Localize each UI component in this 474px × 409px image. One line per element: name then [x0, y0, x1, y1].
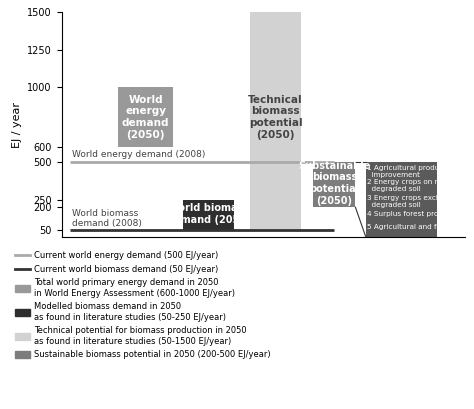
Text: World
energy
demand
(2050): World energy demand (2050) [122, 95, 169, 139]
Text: Substainable
biomass
potential
(2050): Substainable biomass potential (2050) [298, 161, 371, 206]
Text: 5 Agricultural and forest residues: 5 Agricultural and forest residues [367, 224, 474, 230]
Legend: Current world energy demand (500 EJ/year), Current world biomass demand (50 EJ/y: Current world energy demand (500 EJ/year… [14, 249, 273, 361]
Bar [313, 162, 356, 207]
Text: 4 Surplus forest production: 4 Surplus forest production [367, 211, 465, 217]
Bar [183, 200, 234, 230]
Bar [118, 87, 173, 147]
Text: World energy demand (2008): World energy demand (2008) [72, 150, 205, 159]
Text: 3 Energy crops excluding
  degraded soil: 3 Energy crops excluding degraded soil [367, 195, 458, 208]
Text: 2 Energy crops on moderately
  degraded soil: 2 Energy crops on moderately degraded so… [367, 180, 474, 193]
Text: Technical
biomass
potential
(2050): Technical biomass potential (2050) [248, 95, 303, 139]
Y-axis label: EJ / year: EJ / year [11, 102, 22, 148]
Bar [366, 162, 437, 237]
Text: World biomass
demand (2050): World biomass demand (2050) [167, 203, 250, 225]
Bar [250, 12, 301, 230]
Text: 1 Agricultural productivity
  improvement: 1 Agricultural productivity improvement [367, 165, 461, 178]
Text: World biomass
demand (2008): World biomass demand (2008) [72, 209, 142, 228]
